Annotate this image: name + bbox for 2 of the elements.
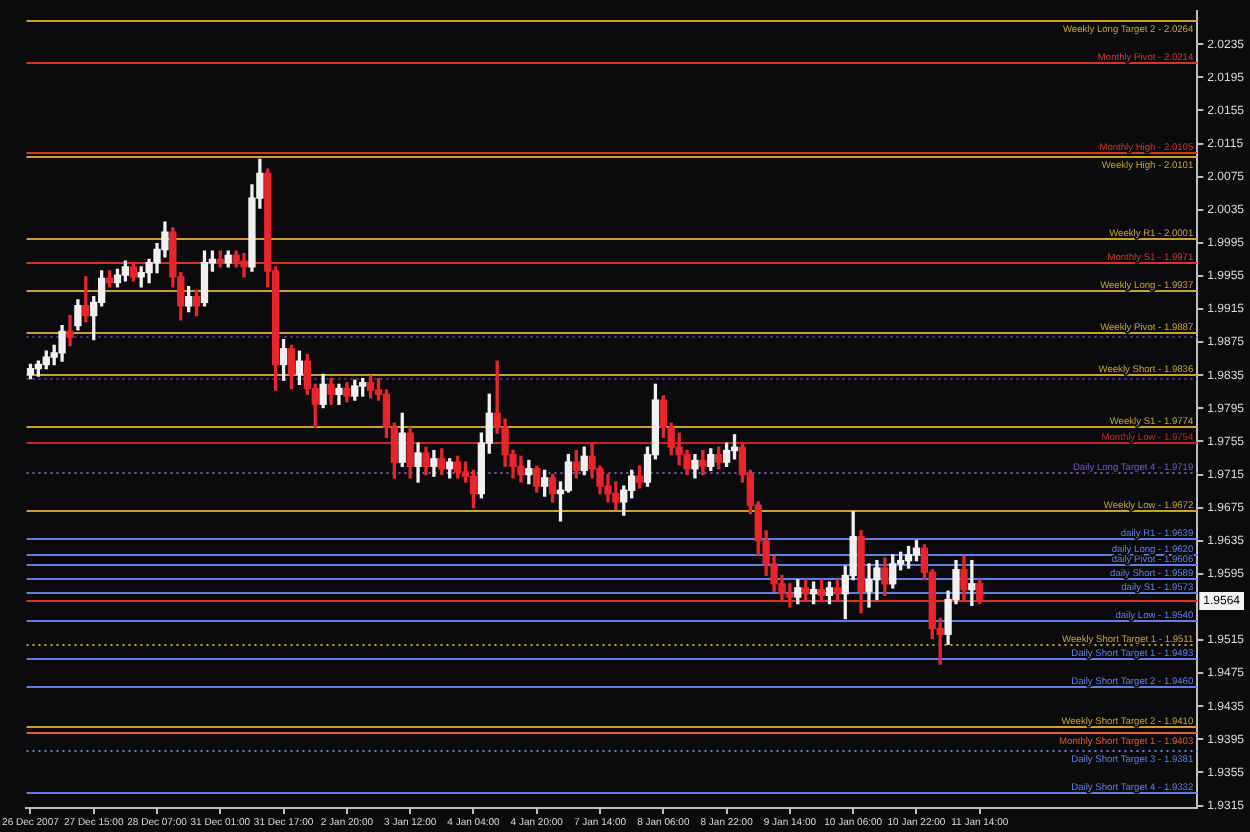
candlestick [786, 583, 794, 608]
candlestick [66, 315, 74, 347]
